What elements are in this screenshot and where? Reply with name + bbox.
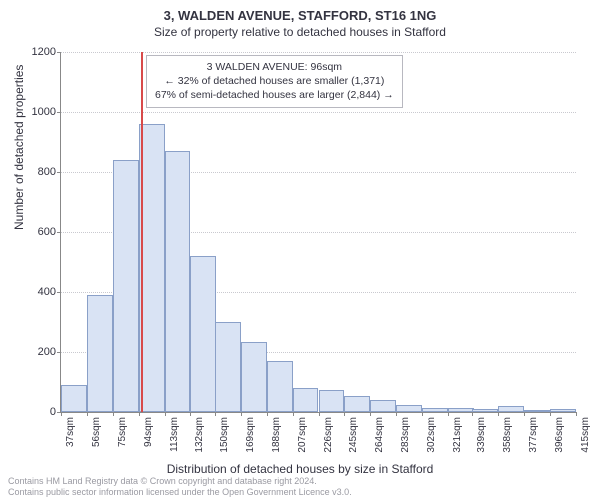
histogram-bar <box>370 400 396 412</box>
xtick-label: 169sqm <box>245 417 256 453</box>
xtick-label: 396sqm <box>554 417 565 453</box>
ytick-mark <box>57 52 61 53</box>
xtick-mark <box>139 412 140 416</box>
histogram-bar <box>87 295 113 412</box>
infobox-line1: 3 WALDEN AVENUE: 96sqm <box>155 60 394 74</box>
ytick-mark <box>57 292 61 293</box>
xtick-mark <box>396 412 397 416</box>
ytick-label: 1200 <box>32 46 56 58</box>
chart-title-sub: Size of property relative to detached ho… <box>0 23 600 39</box>
property-marker-line <box>141 52 143 412</box>
xtick-mark <box>293 412 294 416</box>
histogram-bar <box>241 342 267 413</box>
xtick-label: 321sqm <box>452 417 463 453</box>
histogram-bar <box>113 160 139 412</box>
ytick-label: 400 <box>38 286 56 298</box>
histogram-bar <box>344 396 370 413</box>
xtick-label: 75sqm <box>117 417 128 447</box>
histogram-bar <box>190 256 216 412</box>
ytick-label: 0 <box>50 406 56 418</box>
xtick-mark <box>498 412 499 416</box>
chart-area: 02004006008001000120037sqm56sqm75sqm94sq… <box>60 52 575 412</box>
xtick-mark <box>241 412 242 416</box>
footer-attribution: Contains HM Land Registry data © Crown c… <box>8 476 352 498</box>
xtick-mark <box>448 412 449 416</box>
histogram-bar <box>61 385 87 412</box>
xtick-mark <box>344 412 345 416</box>
xtick-label: 188sqm <box>271 417 282 453</box>
xtick-mark <box>576 412 577 416</box>
footer-line2: Contains public sector information licen… <box>8 487 352 498</box>
infobox-line2: ← 32% of detached houses are smaller (1,… <box>155 74 394 88</box>
gridline <box>61 52 576 53</box>
histogram-bar <box>550 409 576 412</box>
ytick-mark <box>57 352 61 353</box>
ytick-mark <box>57 172 61 173</box>
xtick-label: 377sqm <box>528 417 539 453</box>
histogram-bar <box>448 408 474 413</box>
xtick-mark <box>370 412 371 416</box>
histogram-bar <box>267 361 293 412</box>
xtick-mark <box>472 412 473 416</box>
histogram-bar <box>293 388 319 412</box>
xtick-label: 150sqm <box>219 417 230 453</box>
xtick-label: 358sqm <box>502 417 513 453</box>
xtick-mark <box>319 412 320 416</box>
histogram-bar <box>422 408 448 413</box>
gridline <box>61 112 576 113</box>
ytick-mark <box>57 112 61 113</box>
xtick-mark <box>61 412 62 416</box>
xtick-label: 94sqm <box>143 417 154 447</box>
xtick-label: 415sqm <box>580 417 591 453</box>
xtick-label: 339sqm <box>476 417 487 453</box>
y-axis-label: Number of detached properties <box>12 65 26 230</box>
xtick-label: 283sqm <box>400 417 411 453</box>
xtick-mark <box>87 412 88 416</box>
ytick-label: 600 <box>38 226 56 238</box>
histogram-bar <box>215 322 241 412</box>
ytick-label: 200 <box>38 346 56 358</box>
xtick-mark <box>524 412 525 416</box>
ytick-label: 1000 <box>32 106 56 118</box>
infobox: 3 WALDEN AVENUE: 96sqm← 32% of detached … <box>146 55 403 108</box>
xtick-mark <box>113 412 114 416</box>
xtick-label: 264sqm <box>374 417 385 453</box>
footer-line1: Contains HM Land Registry data © Crown c… <box>8 476 352 487</box>
xtick-label: 132sqm <box>194 417 205 453</box>
histogram-bar <box>498 406 524 412</box>
histogram-bar <box>524 410 550 412</box>
xtick-label: 56sqm <box>91 417 102 447</box>
xtick-mark <box>215 412 216 416</box>
infobox-line3: 67% of semi-detached houses are larger (… <box>155 88 394 102</box>
chart-title-main: 3, WALDEN AVENUE, STAFFORD, ST16 1NG <box>0 0 600 23</box>
xtick-mark <box>165 412 166 416</box>
xtick-mark <box>190 412 191 416</box>
histogram-bar <box>165 151 191 412</box>
histogram-bar <box>319 390 345 413</box>
xtick-label: 37sqm <box>65 417 76 447</box>
xtick-mark <box>550 412 551 416</box>
xtick-mark <box>422 412 423 416</box>
x-axis-label: Distribution of detached houses by size … <box>0 462 600 476</box>
xtick-label: 226sqm <box>323 417 334 453</box>
xtick-label: 302sqm <box>426 417 437 453</box>
plot-region: 02004006008001000120037sqm56sqm75sqm94sq… <box>60 52 576 413</box>
histogram-bar <box>472 409 498 412</box>
xtick-label: 207sqm <box>297 417 308 453</box>
xtick-label: 113sqm <box>169 417 180 452</box>
ytick-label: 800 <box>38 166 56 178</box>
histogram-bar <box>396 405 422 413</box>
ytick-mark <box>57 232 61 233</box>
xtick-label: 245sqm <box>348 417 359 453</box>
xtick-mark <box>267 412 268 416</box>
